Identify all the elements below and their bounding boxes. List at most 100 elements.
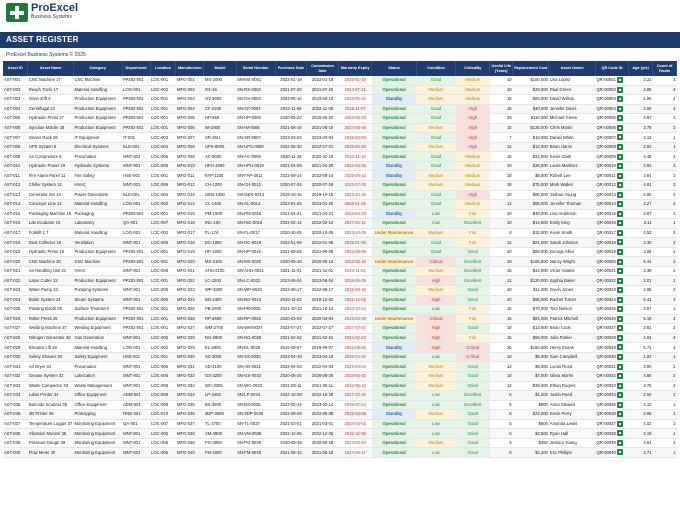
asset-name-cell: Air Compressor 9 [27,151,74,162]
warranty-expiry-cell: 2024-06-17 [338,447,372,458]
table-row[interactable]: AST-009 Air Compressor 9 Pneumatics MNT-001… [3,151,677,162]
table-row[interactable]: AST-032 Grease System 32 Lubrication MNT-00… [3,371,677,382]
table-row[interactable]: AST-020 CNC Machine 20 CNC Machine PROD-001… [3,256,677,267]
status-cell: Operational [371,285,417,296]
model-cell: 3DP-3600 [203,409,237,420]
table-row[interactable]: AST-019 Hydraulic Press 19 Production Equi… [3,247,677,258]
status-cell: Standby [371,209,417,220]
qr-code-icon [617,201,624,208]
table-row[interactable]: AST-013 Generator Set 14 Power Generation E… [3,190,677,201]
table-row[interactable]: AST-008 UPS System 8 Electrical Systems ELE… [3,142,677,153]
commission-date-cell: 2020-05-16 [306,256,339,267]
qr-code-id-cell: QR-00033 [595,381,629,392]
column-header[interactable]: Model [203,61,237,76]
asset-name-cell: Air Dryer 31 [27,361,74,372]
brand-subtitle: Business Systems [31,14,72,20]
criticality-cell: Good [455,285,490,296]
table-row[interactable]: AST-005 Hydraulic Press 17 Production Equi… [3,113,677,124]
condition-cell: Low [416,304,456,315]
column-header[interactable]: Age (yrs) [628,61,653,76]
table-row[interactable]: AST-031 Air Dryer 31 Pneumatics MNT-001 LOC-… [3,361,677,372]
table-row[interactable]: AST-027 Welding Machine 27 Welding Equipme… [3,323,677,334]
column-header[interactable]: Asset Name [27,61,74,76]
table-header-row: Asset ID Asset Name Category Department Loca… [3,61,677,76]
table-row[interactable]: AST-037 Temperature Logger 37 Monitoring E… [3,419,677,430]
column-header[interactable]: Purchase Date [275,61,308,76]
table-row[interactable]: AST-022 Laser Cutter 22 Production Equipme… [3,275,677,287]
table-row[interactable]: AST-030 Safety Shower 30 Safety Equipment H… [3,352,677,363]
manufacturer-cell: MFG-040 [175,447,204,458]
department-cell: MNT-001 [122,237,151,248]
table-row[interactable]: AST-021 Air Handling Unit 21 HVAC MNT-001 LO… [3,266,677,277]
table-row[interactable]: AST-007 Server Rack 26 IT Equipment IT-001 L… [3,132,677,143]
column-header[interactable]: Commission Date [306,61,340,76]
fault-count-cell: 4 [652,228,677,239]
qr-code-id: QR-00010 [596,163,616,169]
manufacturer-cell: MFG-027 [175,323,204,334]
column-header[interactable]: Serial Number [236,61,276,76]
criticality-cell: Excellent [455,266,490,277]
table-row[interactable]: AST-016 Lab Incubator 16 Laboratory QA-001 L… [3,218,677,229]
table-row[interactable]: AST-017 Forklift 1.7 Material Handling LOG-… [3,228,677,239]
column-header[interactable]: Asset ID [3,61,29,76]
category-cell: Monitoring Equipment [73,428,123,439]
table-row[interactable]: AST-023 Water Pump 23 Pumping Systems MNT-0… [3,285,677,296]
column-header[interactable]: QR Code ID [595,61,630,76]
commission-date-cell: 2021-03-01 [306,419,339,430]
table-row[interactable]: AST-025 Painting Booth 25 Surface Treatmen… [3,304,677,315]
fault-count-cell: 3 [652,161,677,172]
table-row[interactable]: AST-026 Roller Press 26 Production Equipme… [3,314,677,325]
table-row[interactable]: AST-024 Boiler System 24 Steam Systems MNT-… [3,295,677,306]
column-header[interactable]: Status [371,61,417,76]
warranty-expiry-cell: 2025-12-05 [338,428,372,439]
table-row[interactable]: AST-004 Centrifugal 22 Production Equipmen… [3,104,677,115]
table-row[interactable]: AST-014 Conveyor Line 14 Material Handling… [3,199,677,210]
asset-name-cell: Fire Alarm Panel 11 [27,170,74,181]
column-header[interactable]: Criticality [455,61,491,76]
commission-date-cell: 2022-08-08 [306,409,339,420]
table-row[interactable]: AST-039 Pressure Gauge 39 Monitoring Equip… [3,438,677,449]
column-header[interactable]: Department [122,61,151,76]
warranty-expiry-cell: 2023-06-25 [338,371,372,382]
table-row[interactable]: AST-036 3D Printer 36 Prototyping RND-001 LO… [3,409,677,420]
table-row[interactable]: AST-015 Packaging Machine 15 Packaging PROD… [3,209,677,220]
column-header[interactable]: Count of Faults [652,61,677,76]
qr-code-icon [617,268,624,275]
column-header[interactable]: Asset Owner [548,61,597,76]
column-header[interactable]: Useful Life (Years) [489,61,514,76]
table-row[interactable]: AST-002 Reach Truck 17 Material Handling LO… [3,85,677,96]
table-row[interactable]: AST-034 Label Printer 34 Office Equipment A… [3,390,677,401]
status-cell: Standby [371,342,417,353]
warranty-expiry-cell: 2023-10-05 [338,228,372,239]
column-header[interactable]: Category [73,61,123,76]
table-row[interactable]: AST-029 Elevator Lift 29 Material Handling… [3,342,677,353]
column-header[interactable]: Manufacturer [175,61,205,76]
column-header[interactable]: Warranty Expiry [338,61,373,76]
category-cell: Monitoring Equipment [73,438,123,449]
category-cell: Safety Equipment [73,352,123,363]
column-header[interactable]: Replacement Cost [512,61,550,76]
department-cell: PROD-001 [122,76,151,86]
table-row[interactable]: AST-028 Nitrogen Generator 28 Gas Generati… [3,333,677,344]
serial-number-cell: SN-WP-0023 [236,285,276,296]
table-row[interactable]: AST-033 Waste Compactor 33 Waste Managemen… [3,381,677,392]
age-cell: 3.38 [628,266,653,277]
table-row[interactable]: AST-012 Chiller System 12 HVAC MNT-001 LOC-0… [3,180,677,191]
table-row[interactable]: AST-006 Injection Molder 28 Production Equ… [3,123,677,134]
manufacturer-cell: MFG-019 [175,247,204,258]
asset-owner-cell: George Allen [548,247,596,258]
table-row[interactable]: AST-035 Barcode Scanner 35 Office Equipmen… [3,400,677,411]
table-row[interactable]: AST-010 Hydraulic Power 19 Hydraulic Syste… [3,161,677,172]
table-row[interactable]: AST-001 CNC Machine 17 CNC Machine PROD-001… [3,76,677,86]
department-cell: PROD-001 [122,323,151,334]
column-header[interactable]: Location [150,61,177,76]
column-header[interactable]: Condition [416,61,457,76]
table-row[interactable]: AST-018 Dust Collector 18 Ventilation MNT-0… [3,237,677,248]
table-row[interactable]: AST-038 Vibration Monitor 38 Monitoring Eq… [3,428,677,439]
category-cell: Waste Management [73,381,123,392]
table-row[interactable]: AST-003 Oven 20ft 3 Production Equipment PR… [3,94,677,105]
table-row[interactable]: AST-040 Flow Meter 40 Monitoring Equipment… [3,447,677,458]
fault-count-cell: 3 [652,123,677,134]
condition-cell: Low [416,400,456,411]
table-row[interactable]: AST-011 Fire Alarm Panel 11 Fire Safety HSE… [3,170,677,181]
